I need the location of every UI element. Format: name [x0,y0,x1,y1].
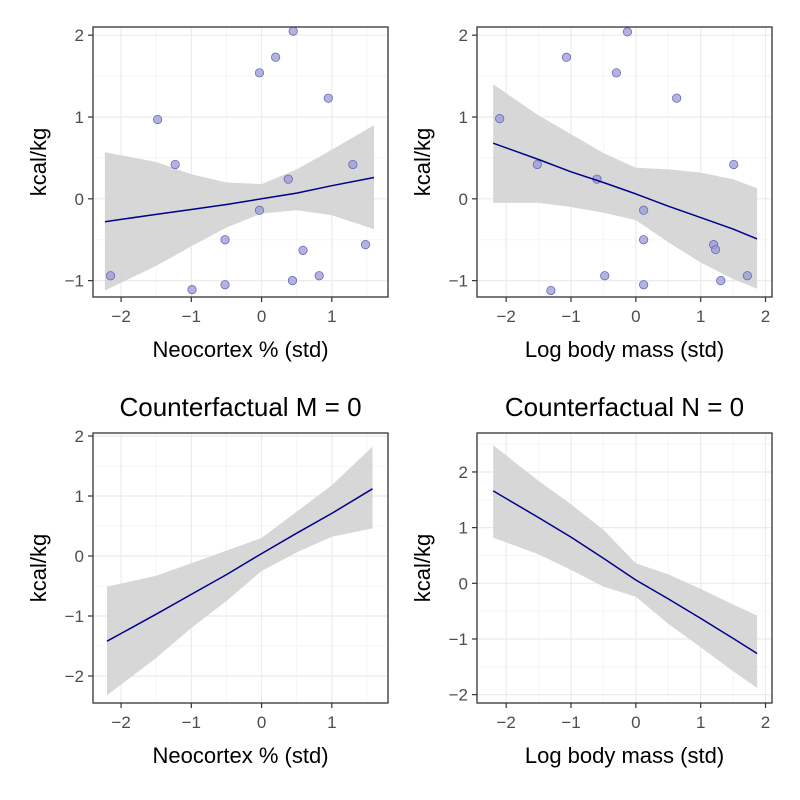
chart-panel-4: −2 −1 0 1 2 −2 −1 0 1 2 Log body mass (std) kcal/kg… [410,392,773,768]
data-point [672,93,682,103]
y-tick-label: 0 [459,574,468,593]
data-point [187,285,197,295]
x-axis-label: Neocortex % (std) [152,337,328,362]
data-point [271,52,281,62]
chart-title: Counterfactual M = 0 [119,392,361,422]
confidence-ribbon [493,84,758,289]
y-tick-label: −1 [65,607,84,626]
data-point [314,271,324,281]
data-point [561,52,572,62]
x-tick-label: 0 [257,713,266,732]
data-point [742,271,752,281]
data-point [283,174,293,184]
fitted-mean-line [106,488,373,642]
data-point [495,114,505,124]
x-tick-label: −2 [111,307,130,326]
x-tick-label: 0 [257,307,266,326]
x-axis-label: Log body mass (std) [525,337,724,362]
data-point [220,235,230,245]
y-axis-label: kcal/kg [26,534,51,602]
x-tick-label: 2 [761,713,770,732]
data-point [716,276,726,286]
y-tick-label: 0 [75,547,84,566]
chart-panel-3: −2 −1 0 1 −2 −1 0 1 2 Neocortex % (std) kcal/kg Cou… [26,392,389,768]
panel-border [92,432,389,704]
y-tick-label: 0 [75,190,84,209]
y-tick-label: −1 [65,272,84,291]
data-point [546,285,556,296]
y-axis-label: kcal/kg [26,128,51,196]
data-point [288,26,298,36]
x-tick-label: −1 [561,713,580,732]
y-tick-label: −2 [65,667,84,686]
data-point [611,68,621,78]
y-tick-label: 2 [75,427,84,446]
panel-border [476,432,773,704]
data-point [220,280,230,290]
fitted-mean-line [492,490,758,655]
data-point [298,245,308,255]
y-axis-label: kcal/kg [410,128,435,196]
data-point [532,159,542,170]
y-axis-label: kcal/kg [410,534,435,602]
y-tick-label: −1 [449,272,468,291]
x-tick-label: −1 [182,713,201,732]
confidence-ribbon [107,446,373,696]
data-point [254,68,265,78]
x-tick-label: 2 [761,307,770,326]
data-point [729,159,739,170]
y-tick-label: −2 [449,686,468,705]
x-tick-label: 1 [327,307,336,326]
data-point [254,205,265,215]
data-point [105,271,116,281]
x-tick-label: 0 [631,713,640,732]
chart-panel-1: −2 −1 0 1 −1 0 1 2 Neocortex % (std) kcal/kg [26,26,389,362]
panel-border [476,26,773,298]
x-tick-label: −2 [496,307,515,326]
panel-border [92,26,389,298]
fitted-mean-line [492,142,758,240]
data-point [153,114,163,125]
data-point [348,159,358,170]
x-tick-label: 1 [696,307,705,326]
y-tick-label: 1 [75,108,84,127]
y-tick-label: −1 [449,630,468,649]
x-tick-label: 0 [631,307,640,326]
x-axis-label: Neocortex % (std) [152,743,328,768]
x-tick-label: −1 [561,307,580,326]
x-tick-label: −1 [182,307,201,326]
data-point [639,280,649,290]
x-tick-label: −2 [111,713,130,732]
fitted-mean-line [104,176,375,223]
data-point [360,240,371,250]
data-point [323,93,333,103]
x-tick-label: −2 [496,713,515,732]
y-tick-label: 2 [459,463,468,482]
y-tick-label: 2 [75,26,84,45]
data-point [710,244,721,255]
y-tick-label: 1 [459,108,468,127]
confidence-ribbon [104,125,375,291]
y-tick-label: 1 [459,519,468,538]
data-point [639,235,649,245]
x-axis-label: Log body mass (std) [525,743,724,768]
x-tick-label: 1 [327,713,336,732]
data-point [600,271,610,281]
data-point [639,205,649,215]
y-tick-label: 2 [459,26,468,45]
x-tick-label: 1 [696,713,705,732]
chart-title: Counterfactual N = 0 [505,392,744,422]
data-point [622,27,633,37]
y-tick-label: 1 [75,487,84,506]
data-point [170,159,180,170]
y-tick-label: 0 [459,190,468,209]
data-point [287,276,298,286]
confidence-ribbon [493,445,758,688]
chart-panel-2: −2 −1 0 1 2 −1 0 1 2 Log body mass (std) kcal/kg [410,26,773,362]
